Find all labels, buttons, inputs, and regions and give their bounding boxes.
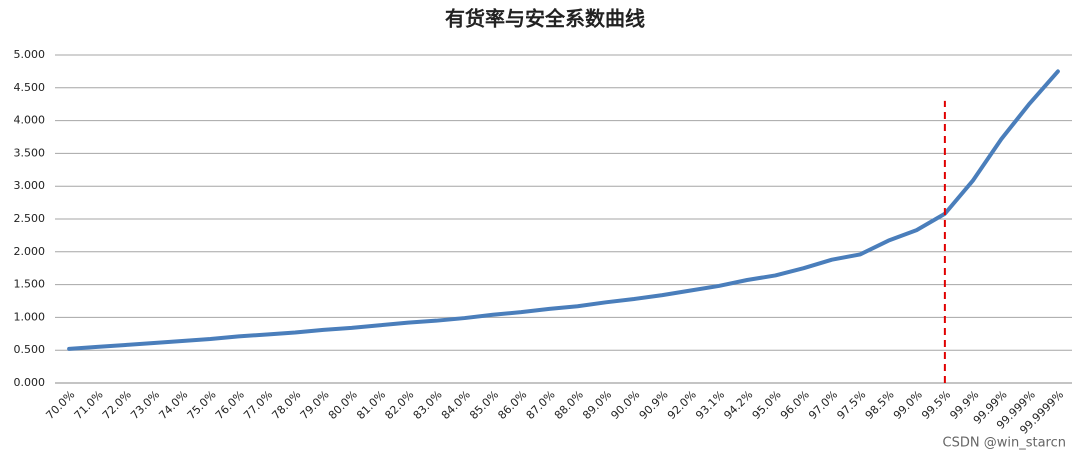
x-tick-label: 70.0%: [43, 388, 77, 422]
x-tick-label: 87.0%: [524, 388, 558, 422]
x-tick-label: 90.9%: [637, 388, 671, 422]
y-tick-label: 2.000: [14, 245, 46, 258]
x-tick-label: 94.2%: [721, 388, 755, 422]
x-tick-label: 77.0%: [241, 388, 275, 422]
x-tick-label: 81.0%: [354, 388, 388, 422]
x-tick-label: 83.0%: [411, 388, 445, 422]
y-tick-label: 4.500: [14, 81, 46, 94]
x-tick-label: 97.5%: [834, 388, 868, 422]
x-tick-label: 74.0%: [156, 388, 190, 422]
x-tick-label: 79.0%: [298, 388, 332, 422]
y-tick-label: 5.000: [14, 48, 46, 61]
x-tick-label: 99.0%: [891, 388, 925, 422]
x-tick-label: 76.0%: [213, 388, 247, 422]
y-tick-label: 4.000: [14, 114, 46, 127]
x-tick-label: 78.0%: [269, 388, 303, 422]
x-tick-label: 82.0%: [382, 388, 416, 422]
x-tick-label: 97.0%: [806, 388, 840, 422]
x-tick-label: 73.0%: [128, 388, 162, 422]
y-tick-label: 1.000: [14, 310, 46, 323]
x-tick-label: 86.0%: [495, 388, 529, 422]
x-tick-label: 93.1%: [693, 388, 727, 422]
x-tick-label: 95.0%: [750, 388, 784, 422]
watermark: CSDN @win_starcn: [943, 436, 1066, 451]
y-tick-label: 2.500: [14, 212, 46, 225]
x-tick-label: 88.0%: [552, 388, 586, 422]
y-tick-label: 1.500: [14, 278, 46, 291]
y-tick-label: 3.500: [14, 146, 46, 159]
x-tick-label: 72.0%: [100, 388, 134, 422]
x-tick-label: 84.0%: [439, 388, 473, 422]
x-tick-label: 80.0%: [326, 388, 360, 422]
y-tick-label: 3.000: [14, 179, 46, 192]
x-tick-label: 90.0%: [608, 388, 642, 422]
y-tick-label: 0.000: [14, 376, 46, 389]
x-tick-label: 96.0%: [778, 388, 812, 422]
series-line: [67, 69, 1060, 351]
x-tick-label: 71.0%: [72, 388, 106, 422]
x-tick-label: 99.5%: [919, 388, 953, 422]
chart-title: 有货率与安全系数曲线: [445, 7, 645, 31]
y-tick-label: 0.500: [14, 343, 46, 356]
x-tick-label: 75.0%: [185, 388, 219, 422]
x-tick-label: 92.0%: [665, 388, 699, 422]
x-tick-label: 89.0%: [580, 388, 614, 422]
x-tick-label: 98.5%: [863, 388, 897, 422]
x-tick-label: 85.0%: [467, 388, 501, 422]
